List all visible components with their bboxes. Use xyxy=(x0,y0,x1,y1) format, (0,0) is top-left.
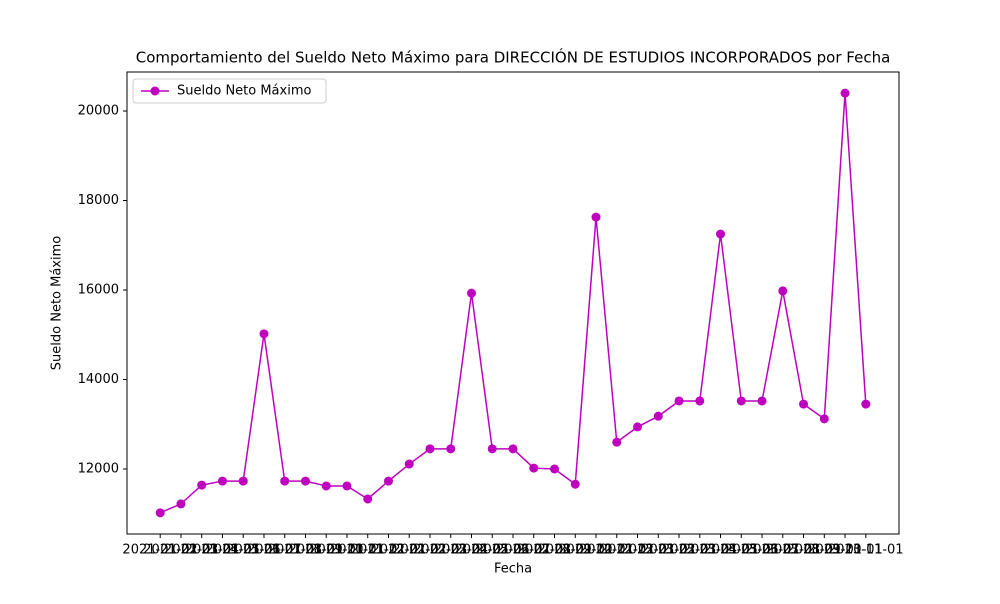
y-tick-label: 14000 xyxy=(78,372,119,387)
point xyxy=(404,459,414,469)
x-tick-label: 2021-05-01 xyxy=(205,543,281,558)
point xyxy=(197,480,207,490)
point xyxy=(363,494,373,504)
point xyxy=(716,229,726,239)
x-tick-label: 2023-06-01 xyxy=(724,543,800,558)
x-tick-label: 2022-04-01 xyxy=(434,543,510,558)
y-tick-label: 18000 xyxy=(78,193,119,208)
y-tick-label: 20000 xyxy=(78,104,119,119)
point xyxy=(674,396,684,406)
x-tick-label: 2023-10-01 xyxy=(807,543,883,558)
x-tick-label: 2023-03-01 xyxy=(662,543,738,558)
legend-marker xyxy=(150,86,160,96)
point xyxy=(300,476,310,486)
point xyxy=(612,437,622,447)
x-tick-label: 2023-11-01 xyxy=(828,543,904,558)
x-tick-label: 2023-04-01 xyxy=(683,543,759,558)
point xyxy=(550,464,560,474)
x-tick-label: 2021-09-01 xyxy=(288,543,364,558)
point xyxy=(321,481,331,491)
x-tick-label: 2021-08-01 xyxy=(268,543,344,558)
x-tick-label: 2023-07-01 xyxy=(745,543,821,558)
x-tick-label: 2022-03-01 xyxy=(413,543,489,558)
point xyxy=(508,444,518,454)
y-tick-label: 12000 xyxy=(78,461,119,476)
chart-title: Comportamiento del Sueldo Neto Máximo pa… xyxy=(136,48,891,67)
x-tick-label: 2022-09-01 xyxy=(537,543,613,558)
plot-frame xyxy=(126,71,900,535)
point xyxy=(695,396,705,406)
point xyxy=(840,88,850,98)
x-tick-label: 2021-07-01 xyxy=(247,543,323,558)
x-tick-label: 2022-06-01 xyxy=(475,543,551,558)
point xyxy=(819,414,829,424)
x-tick-label: 2022-08-01 xyxy=(517,543,593,558)
point xyxy=(383,476,393,486)
legend-box xyxy=(132,78,327,104)
legend-label: Sueldo Neto Máximo xyxy=(177,84,311,99)
point xyxy=(633,422,643,432)
point xyxy=(487,444,497,454)
point xyxy=(591,212,601,222)
point xyxy=(736,396,746,406)
x-tick-label: 2021-11-01 xyxy=(330,543,406,558)
point xyxy=(280,476,290,486)
x-axis-label: Fecha xyxy=(494,562,532,577)
point xyxy=(238,476,248,486)
x-tick-label: 2023-02-01 xyxy=(641,543,717,558)
x-tick-label: 2021-12-01 xyxy=(351,543,427,558)
point xyxy=(757,396,767,406)
x-tick-label: 2022-12-01 xyxy=(600,543,676,558)
point xyxy=(529,463,539,473)
point xyxy=(259,329,269,339)
x-tick-label: 2022-10-01 xyxy=(558,543,634,558)
x-tick-label: 2022-05-01 xyxy=(454,543,530,558)
point xyxy=(653,411,663,421)
x-tick-label: 2021-01-01 xyxy=(122,543,198,558)
x-tick-label: 2021-10-01 xyxy=(309,543,385,558)
x-tick-label: 2022-02-01 xyxy=(392,543,468,558)
x-tick-label: 2023-01-01 xyxy=(620,543,696,558)
point xyxy=(861,399,871,409)
x-tick-label: 2021-04-01 xyxy=(185,543,261,558)
x-tick-label: 2023-05-01 xyxy=(703,543,779,558)
x-tick-label: 2022-07-01 xyxy=(496,543,572,558)
point xyxy=(446,444,456,454)
x-tick-label: 2023-08-01 xyxy=(766,543,842,558)
y-tick-label: 16000 xyxy=(78,283,119,298)
x-tick-label: 2021-06-01 xyxy=(226,543,302,558)
point xyxy=(570,479,580,489)
point xyxy=(217,476,227,486)
point xyxy=(778,286,788,296)
x-tick-label: 2023-09-01 xyxy=(787,543,863,558)
point xyxy=(155,508,165,518)
x-tick-label: 2021-03-01 xyxy=(164,543,240,558)
point xyxy=(342,481,352,491)
point xyxy=(425,444,435,454)
x-tick-label: 2022-11-01 xyxy=(579,543,655,558)
y-axis-label: Sueldo Neto Máximo xyxy=(50,236,65,370)
point xyxy=(799,399,809,409)
x-tick-label: 2021-02-01 xyxy=(143,543,219,558)
x-tick-label: 2022-01-01 xyxy=(371,543,447,558)
point xyxy=(466,288,476,298)
point xyxy=(176,499,186,509)
